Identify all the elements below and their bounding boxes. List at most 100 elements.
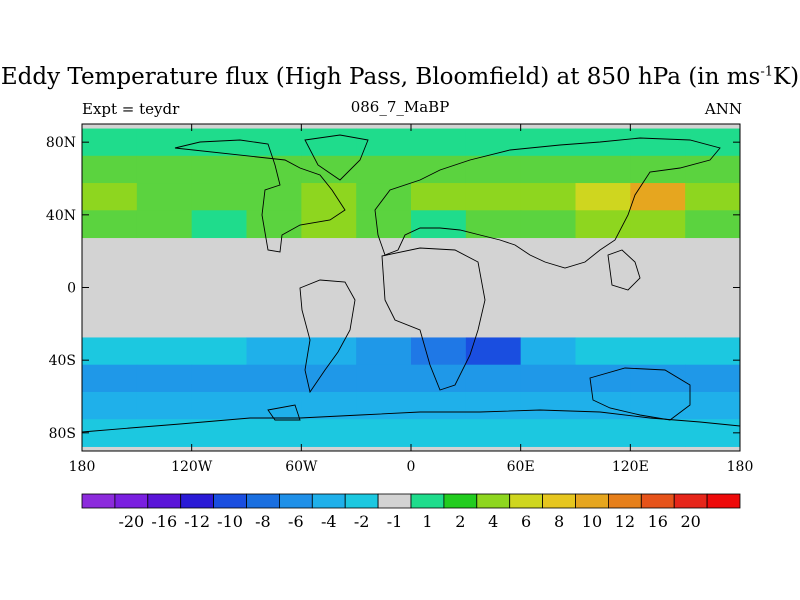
field-cell bbox=[520, 183, 576, 211]
colorbar-swatch bbox=[640, 493, 675, 509]
field-cell bbox=[465, 337, 522, 366]
field-cell bbox=[685, 419, 740, 447]
field-cell bbox=[685, 128, 740, 157]
field-cell bbox=[411, 337, 467, 366]
colorbar-label: -12 bbox=[184, 512, 210, 531]
field-cell bbox=[356, 337, 412, 366]
colorbar-swatch bbox=[377, 493, 412, 509]
field-cell bbox=[520, 419, 576, 447]
x-tick-label: 0 bbox=[407, 459, 416, 475]
antarctic-peninsula-outline bbox=[267, 404, 301, 421]
field-cell bbox=[136, 337, 193, 366]
field-cell bbox=[136, 391, 193, 420]
colorbar-swatch bbox=[213, 493, 247, 509]
field-cell bbox=[136, 183, 193, 211]
field-cell bbox=[82, 128, 138, 157]
colorbar-swatch bbox=[673, 493, 708, 509]
colorbar-swatch bbox=[278, 493, 313, 509]
field-cell bbox=[82, 337, 138, 366]
field-cell bbox=[411, 419, 467, 447]
field-cell bbox=[685, 183, 740, 211]
field-cell bbox=[301, 364, 357, 393]
field-cell bbox=[191, 128, 247, 157]
field-cell bbox=[465, 419, 522, 447]
field-cell bbox=[411, 183, 467, 211]
colorbar-label: -1 bbox=[387, 512, 403, 531]
colorbar-label: 10 bbox=[582, 512, 602, 531]
colorbar-label: -6 bbox=[288, 512, 304, 531]
field-cell bbox=[82, 364, 138, 393]
field-cell bbox=[411, 128, 467, 157]
chart-subtitle: 086_7_MaBP bbox=[350, 98, 450, 116]
colorbar-label: 6 bbox=[521, 512, 531, 531]
field-cell bbox=[246, 419, 302, 447]
field-cell bbox=[191, 155, 247, 184]
colorbar-label: 12 bbox=[615, 512, 635, 531]
x-tick-label: 60E bbox=[507, 459, 535, 475]
field-cell bbox=[630, 391, 686, 420]
field-cell bbox=[136, 364, 193, 393]
field-cell bbox=[246, 155, 302, 184]
field-cell bbox=[301, 419, 357, 447]
colorbar-swatch bbox=[608, 493, 642, 509]
field-cell bbox=[191, 364, 247, 393]
colorbar: -20 -16 -12 -10 -8 -6 -4 -2 -1 1 2 4 6 8 10 12 16 20 bbox=[81, 493, 741, 531]
field-cell bbox=[520, 391, 576, 420]
colorbar-swatch bbox=[246, 493, 280, 509]
experiment-label: Expt = teydr bbox=[82, 100, 180, 118]
field-cell bbox=[630, 128, 686, 157]
field-cell bbox=[411, 155, 467, 184]
y-tick-label: 40N bbox=[46, 208, 76, 224]
eurasia-outline bbox=[374, 137, 721, 269]
x-tick-label: 180 bbox=[69, 459, 96, 475]
axis-ticks: 180 120W 60W 0 60E 120E 180 80N 40N 0 40S 80S bbox=[46, 124, 753, 475]
field-cell bbox=[246, 210, 302, 239]
field-cell bbox=[465, 391, 522, 420]
field-cell bbox=[630, 155, 686, 184]
antarctica-outline bbox=[82, 409, 740, 433]
x-tick-label: 60W bbox=[285, 459, 318, 475]
data-field bbox=[82, 128, 740, 447]
field-cell bbox=[356, 419, 412, 447]
y-tick-label: 0 bbox=[67, 281, 76, 297]
field-cell bbox=[685, 337, 740, 366]
field-cell bbox=[246, 337, 302, 366]
field-cell bbox=[301, 391, 357, 420]
y-tick-label: 80N bbox=[46, 135, 76, 151]
field-cell bbox=[82, 391, 138, 420]
field-cell bbox=[246, 391, 302, 420]
field-cell bbox=[575, 210, 631, 239]
field-cell bbox=[630, 419, 686, 447]
field-cell bbox=[246, 364, 302, 393]
south-america-outline bbox=[299, 279, 356, 394]
field-cell bbox=[191, 337, 247, 366]
colorbar-swatch bbox=[542, 493, 576, 509]
field-cell bbox=[191, 210, 247, 239]
field-cell bbox=[191, 419, 247, 447]
field-cell bbox=[136, 155, 193, 184]
colorbar-swatch bbox=[476, 493, 511, 509]
colorbar-swatch bbox=[443, 493, 478, 509]
field-cell bbox=[356, 155, 412, 184]
colorbar-label: 1 bbox=[422, 512, 432, 531]
field-cell bbox=[575, 155, 631, 184]
field-cell bbox=[685, 155, 740, 184]
colorbar-swatch bbox=[706, 493, 741, 509]
colorbar-label: -20 bbox=[118, 512, 144, 531]
field-cell bbox=[411, 391, 467, 420]
field-cell bbox=[520, 210, 576, 239]
field-cell bbox=[630, 210, 686, 239]
colorbar-swatch bbox=[509, 493, 544, 509]
colorbar-label: 4 bbox=[488, 512, 498, 531]
field-cell bbox=[575, 128, 631, 157]
asia-islands-outline bbox=[607, 249, 641, 291]
x-tick-label: 180 bbox=[727, 459, 754, 475]
field-cell bbox=[301, 337, 357, 366]
africa-outline bbox=[381, 247, 486, 391]
y-tick-label: 40S bbox=[49, 353, 76, 369]
y-tick-label: 80S bbox=[49, 426, 76, 442]
colorbar-label: -10 bbox=[217, 512, 243, 531]
field-cell bbox=[356, 210, 412, 239]
field-cell bbox=[685, 364, 740, 393]
field-cell bbox=[575, 337, 631, 366]
